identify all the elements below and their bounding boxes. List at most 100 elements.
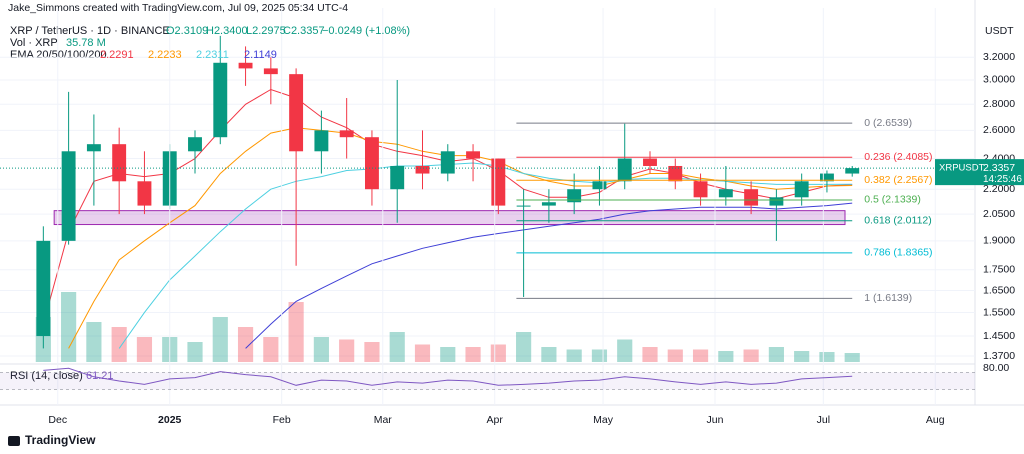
- x-tick-label: Apr: [487, 414, 504, 426]
- price-tag: [935, 159, 1024, 186]
- price-tag-symbol: XRPUSDT: [939, 163, 985, 174]
- volume-bar: [440, 347, 456, 362]
- y-tick-label: 1.3700: [983, 350, 1015, 362]
- volume-value: 35.78 M: [66, 37, 106, 49]
- volume-bar: [490, 344, 506, 362]
- x-tick-label: May: [593, 414, 614, 426]
- brand: TradingView: [25, 433, 96, 447]
- fib-label: 0.618 (2.0112): [864, 215, 932, 227]
- x-tick-label: Aug: [926, 414, 945, 426]
- y-tick-label: 2.6000: [983, 124, 1015, 136]
- x-tick-label: 2025: [158, 414, 182, 426]
- candle-body: [339, 130, 354, 138]
- volume-bar: [667, 349, 683, 362]
- ema-legend-value: 2.2311: [196, 49, 229, 61]
- candle-body: [491, 158, 506, 206]
- candle-body: [592, 181, 607, 190]
- attribution: Jake_Simmons created with TradingView.co…: [8, 2, 348, 14]
- volume-bar: [844, 353, 860, 362]
- rsi-band: [0, 372, 975, 390]
- candle-body: [516, 205, 531, 207]
- ema-line: [118, 162, 853, 349]
- y-tick-label: 2.8000: [983, 98, 1015, 110]
- y-tick-label: 1.7500: [983, 264, 1015, 276]
- ema-legend-value: 2.2233: [148, 49, 182, 61]
- volume-bar: [61, 292, 77, 362]
- candle-body: [541, 202, 556, 206]
- ema-legend-value: 2.1149: [244, 49, 277, 61]
- candle-body: [314, 130, 329, 152]
- volume-bar: [263, 337, 279, 362]
- volume-bar: [465, 347, 481, 362]
- candle-body: [845, 168, 860, 174]
- y-tick-label: 1.9000: [983, 235, 1015, 247]
- candle-body: [466, 151, 481, 159]
- volume-bar: [212, 317, 228, 362]
- candle-body: [364, 137, 379, 190]
- candle-body: [263, 68, 278, 75]
- candle-body: [718, 189, 733, 198]
- logo: [8, 436, 20, 446]
- volume-bar: [237, 327, 254, 362]
- volume-bar: [288, 302, 304, 362]
- volume-bar: [136, 337, 153, 362]
- y-tick-label: 1.6500: [983, 284, 1015, 296]
- support-zone: [53, 210, 846, 226]
- rsi-line: [43, 367, 853, 386]
- volume-bar: [692, 349, 709, 362]
- candle-body: [238, 62, 253, 69]
- fib-label: 0.236 (2.4085): [864, 151, 932, 163]
- volume-bar: [313, 337, 329, 362]
- candle-body: [289, 74, 304, 152]
- x-tick-label: Feb: [273, 414, 291, 426]
- y-tick-label: 1.5500: [983, 306, 1015, 318]
- y-tick-label: 1.4500: [983, 330, 1015, 342]
- volume-label: Vol · XRP: [10, 37, 58, 49]
- candle-body: [819, 173, 834, 182]
- volume-bar: [591, 349, 608, 362]
- candle-body: [61, 151, 76, 241]
- volume-bar: [768, 347, 784, 362]
- x-tick-label: Mar: [374, 414, 393, 426]
- fib-label: 0.5 (2.1339): [864, 194, 921, 206]
- volume-bar: [617, 339, 633, 362]
- price-tag-price: 2.3357: [983, 162, 1015, 174]
- candle-body: [794, 181, 809, 198]
- candle-body: [137, 181, 152, 206]
- candle-body: [693, 181, 708, 198]
- ema-legend-value: 2.2291: [100, 49, 134, 61]
- candle-body: [567, 189, 582, 203]
- y-tick-label: 3.2000: [983, 51, 1015, 63]
- candle-body: [36, 240, 51, 337]
- volume-bar: [743, 349, 759, 362]
- candle-body: [769, 197, 784, 206]
- rsi-label: RSI (14, close): [10, 370, 83, 382]
- ohlc-value: L2.2975: [246, 25, 286, 37]
- fib-label: 0.786 (1.8365): [864, 247, 932, 259]
- fib-label: 0 (2.6539): [864, 117, 912, 129]
- x-tick-label: Jul: [817, 414, 830, 426]
- volume-bar: [86, 322, 102, 362]
- ohlc-value: O2.3109: [166, 25, 208, 37]
- x-tick-label: Jun: [707, 414, 724, 426]
- ohlc-value: C2.3357: [283, 25, 325, 37]
- candle-body: [643, 158, 657, 166]
- candle-body: [86, 144, 101, 152]
- price-pane: [0, 35, 975, 362]
- fib-label: 1 (1.6139): [864, 292, 912, 304]
- volume-bar: [389, 332, 405, 362]
- price-tag-countdown: 14:25:46: [983, 174, 1022, 185]
- y-tick-label: 2.2000: [983, 183, 1015, 195]
- candle-body: [390, 165, 405, 190]
- candle-body: [213, 62, 228, 138]
- volume-bar: [364, 342, 380, 362]
- volume-bar: [819, 352, 835, 362]
- candle-body: [440, 151, 455, 174]
- ohlc-value: H2.3400: [206, 25, 248, 37]
- candle-body: [617, 158, 632, 182]
- candle-body: [112, 144, 127, 182]
- volume-bar: [516, 332, 532, 362]
- ema-label: EMA 20/50/100/200: [10, 49, 107, 61]
